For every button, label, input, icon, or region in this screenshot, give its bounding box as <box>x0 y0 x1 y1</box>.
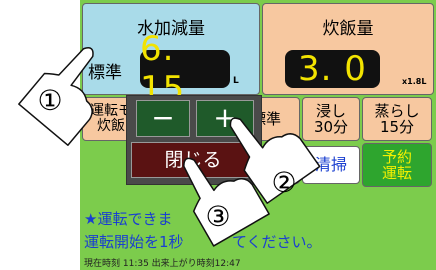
hands: ① ② ③ <box>0 0 436 270</box>
hand <box>19 36 125 145</box>
step-number: ③ <box>205 200 230 233</box>
step-number: ① <box>37 84 62 117</box>
step-number: ② <box>271 166 296 199</box>
screen: 水加減量 標準 6. 15 L 炊飯量 3. 0 x1.8L 運転モ炊飯 標準 … <box>0 0 436 270</box>
